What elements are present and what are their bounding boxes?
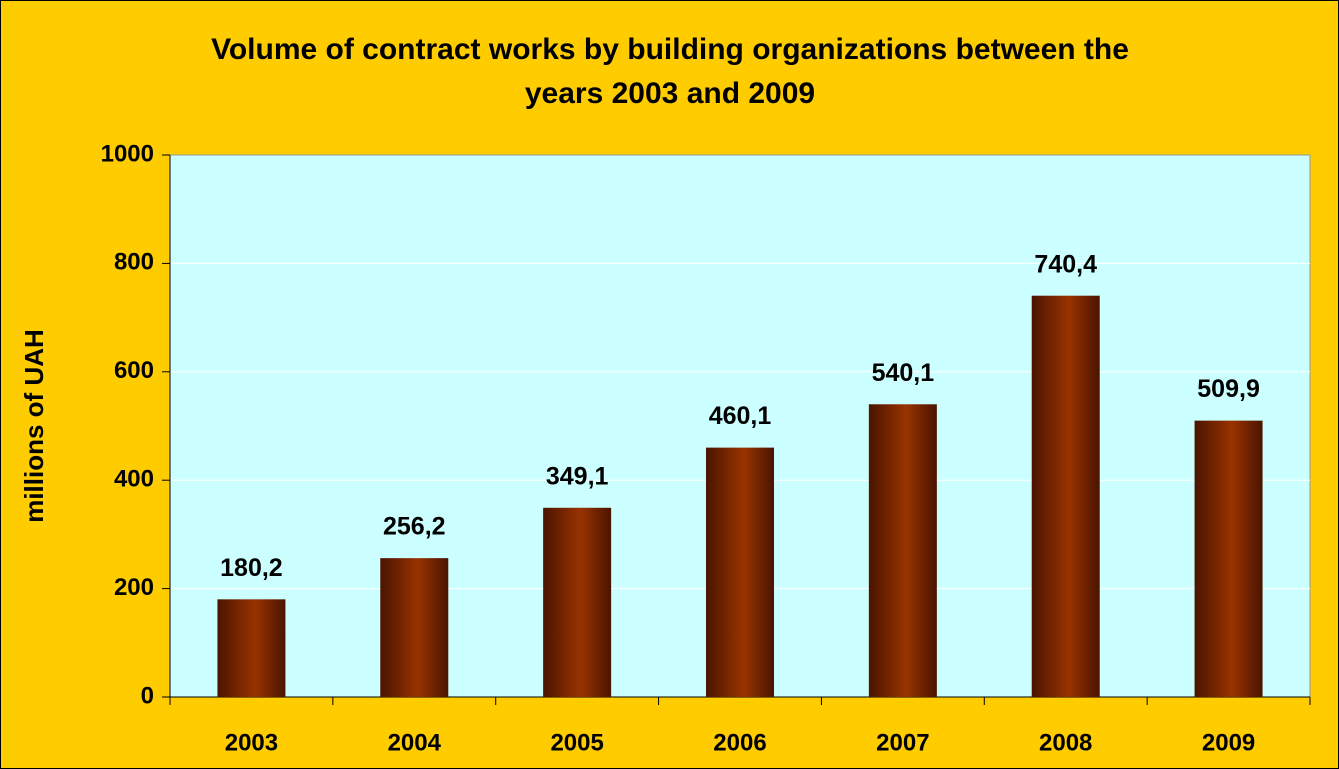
y-tick-label: 600 — [114, 357, 154, 384]
y-axis-label: millions of UAH — [19, 329, 49, 523]
y-tick-label: 0 — [141, 682, 154, 709]
bar — [868, 404, 937, 697]
data-label: 509,9 — [1197, 375, 1260, 403]
y-tick-label: 800 — [114, 249, 154, 276]
bar — [1194, 420, 1263, 697]
x-tick-label: 2008 — [1039, 729, 1092, 756]
y-tick-label: 400 — [114, 466, 154, 493]
data-label: 349,1 — [546, 462, 609, 490]
bar — [217, 599, 286, 697]
y-tick-label: 200 — [114, 574, 154, 601]
bar — [380, 558, 449, 697]
x-tick-label: 2003 — [225, 729, 278, 756]
chart-title: Volume of contract works by building org… — [211, 33, 1129, 110]
x-tick-label: 2007 — [876, 729, 929, 756]
x-tick-label: 2005 — [550, 729, 603, 756]
x-tick-label: 2006 — [713, 729, 766, 756]
bar — [543, 507, 612, 697]
y-tick-label: 1000 — [101, 140, 154, 167]
data-label: 540,1 — [872, 359, 935, 387]
data-label: 180,2 — [220, 554, 283, 582]
bar — [1031, 295, 1100, 697]
bar — [706, 447, 774, 697]
x-tick-label: 2004 — [388, 729, 442, 756]
data-label: 740,4 — [1034, 250, 1097, 278]
data-label: 460,1 — [709, 402, 772, 430]
x-tick-label: 2009 — [1202, 729, 1255, 756]
data-label: 256,2 — [383, 513, 446, 541]
